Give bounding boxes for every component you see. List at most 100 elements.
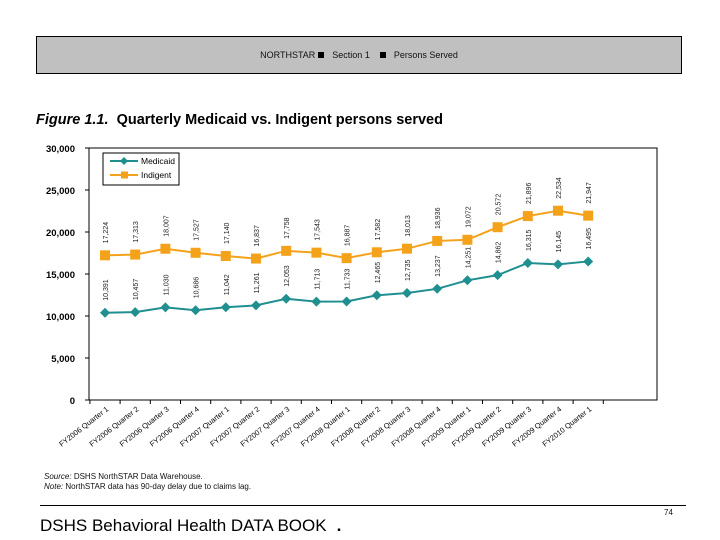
indigent-data-label: 17,543 — [314, 219, 321, 241]
medicaid-data-label: 14,251 — [465, 247, 472, 269]
medicaid-point — [553, 259, 563, 270]
medicaid-point — [341, 296, 352, 307]
medicaid-data-label: 11,261 — [254, 272, 261, 293]
medicaid-point — [492, 270, 503, 281]
section-header-band: NORTHSTAR Section 1 Persons Served — [36, 36, 682, 74]
indigent-data-label: 17,582 — [375, 219, 382, 241]
y-tick-label: 0 — [70, 396, 75, 407]
medicaid-data-label: 16,495 — [586, 228, 593, 250]
indigent-point — [160, 243, 171, 254]
source-text: DSHS NorthSTAR Data Warehouse. — [73, 472, 203, 481]
medicaid-data-label: 16,145 — [556, 231, 563, 253]
bullet-square-icon — [318, 52, 325, 58]
book-title: DSHS Behavioral Health DATA BOOK. — [40, 516, 341, 536]
medicaid-point — [371, 290, 382, 301]
legend-box — [102, 152, 180, 186]
source-line: Source: DSHS NorthSTAR Data Warehouse. — [44, 472, 251, 482]
bullet-square-icon — [379, 52, 386, 58]
indigent-point — [492, 222, 503, 233]
y-tick-label: 20,000 — [46, 228, 75, 239]
medicaid-data-label: 16,315 — [526, 229, 533, 251]
indigent-data-label: 17,140 — [224, 223, 231, 245]
medicaid-point — [432, 283, 443, 294]
legend-marker-indigent — [121, 171, 128, 179]
indigent-point — [130, 249, 141, 260]
medicaid-point — [281, 293, 292, 304]
medicaid-point — [311, 296, 322, 307]
medicaid-point — [130, 307, 141, 318]
y-tick-label: 25,000 — [46, 186, 75, 197]
indigent-point — [251, 253, 261, 264]
figure-title: Figure 1.1. Quarterly Medicaid vs. Indig… — [36, 112, 443, 128]
figure-label: Figure 1.1. — [36, 112, 109, 128]
indigent-data-label: 22,534 — [556, 177, 563, 199]
indigent-data-label: 21,947 — [586, 182, 593, 204]
indigent-data-label: 19,072 — [465, 206, 472, 228]
indigent-data-label: 16,837 — [254, 225, 261, 247]
indigent-data-label: 17,527 — [194, 219, 201, 241]
indigent-point — [190, 247, 201, 258]
medicaid-data-label: 14,862 — [496, 242, 503, 264]
medicaid-point — [190, 305, 201, 316]
indigent-data-label: 18,936 — [435, 207, 442, 229]
indigent-point — [553, 205, 563, 216]
header-section: Section 1 — [332, 50, 370, 60]
note-text: NorthSTAR data has 90-day delay due to c… — [65, 482, 252, 491]
medicaid-point — [160, 302, 171, 313]
medicaid-data-label: 11,713 — [314, 269, 321, 290]
note-line: Note: NorthSTAR data has 90-day delay du… — [44, 482, 251, 492]
medicaid-point — [220, 302, 231, 313]
y-tick-label: 5,000 — [51, 354, 75, 365]
book-title-dot: . — [336, 516, 342, 535]
medicaid-point — [100, 307, 110, 318]
legend-marker-medicaid — [120, 157, 128, 165]
medicaid-data-label: 13,237 — [435, 255, 442, 277]
legend-label-indigent: Indigent — [141, 170, 172, 180]
book-title-text: DSHS Behavioral Health DATA BOOK — [40, 516, 327, 535]
medicaid-data-label: 10,391 — [103, 279, 110, 301]
indigent-data-label: 21,896 — [526, 183, 533, 205]
indigent-point — [522, 211, 533, 222]
medicaid-point — [402, 288, 412, 299]
indigent-point — [281, 245, 292, 256]
medicaid-data-label: 10,686 — [194, 277, 201, 299]
medicaid-point — [251, 300, 261, 311]
indigent-data-label: 16,887 — [345, 225, 352, 247]
medicaid-data-label: 11,042 — [224, 274, 231, 295]
legend-label-medicaid: Medicaid — [141, 156, 175, 166]
indigent-point — [402, 243, 412, 254]
indigent-point — [100, 250, 110, 261]
medicaid-data-label: 12,465 — [375, 262, 382, 284]
medicaid-point — [522, 257, 533, 268]
medicaid-data-label: 12,735 — [405, 260, 412, 282]
indigent-data-label: 17,758 — [284, 217, 291, 239]
medicaid-point — [462, 275, 473, 286]
page-number: 74 — [664, 508, 673, 517]
indigent-data-label: 17,224 — [103, 222, 110, 244]
plot-frame — [88, 147, 658, 401]
indigent-point — [432, 235, 443, 246]
y-tick-label: 15,000 — [46, 270, 75, 281]
header-program: NORTHSTAR — [260, 50, 316, 60]
indigent-data-label: 20,572 — [496, 194, 503, 216]
note-label: Note: — [44, 482, 64, 491]
header-topic: Persons Served — [393, 50, 458, 60]
indigent-point — [311, 247, 322, 258]
indigent-data-label: 18,013 — [405, 215, 412, 237]
footnotes: Source: DSHS NorthSTAR Data Warehouse. N… — [44, 472, 251, 492]
footer-divider — [40, 505, 686, 506]
x-tick-label: FY2006 Quarter 1 — [57, 404, 110, 448]
y-tick-label: 10,000 — [46, 312, 75, 323]
medicaid-data-label: 12,053 — [284, 265, 291, 287]
indigent-data-label: 18,007 — [163, 215, 170, 237]
indigent-point — [371, 247, 382, 258]
indigent-point — [462, 234, 473, 245]
source-label: Source: — [44, 472, 72, 481]
medicaid-data-label: 10,457 — [133, 279, 140, 301]
medicaid-data-label: 11,030 — [163, 274, 170, 295]
medicaid-data-label: 11,733 — [345, 268, 352, 289]
indigent-point — [220, 251, 231, 262]
indigent-data-label: 17,313 — [133, 221, 140, 243]
indigent-point — [341, 253, 352, 264]
